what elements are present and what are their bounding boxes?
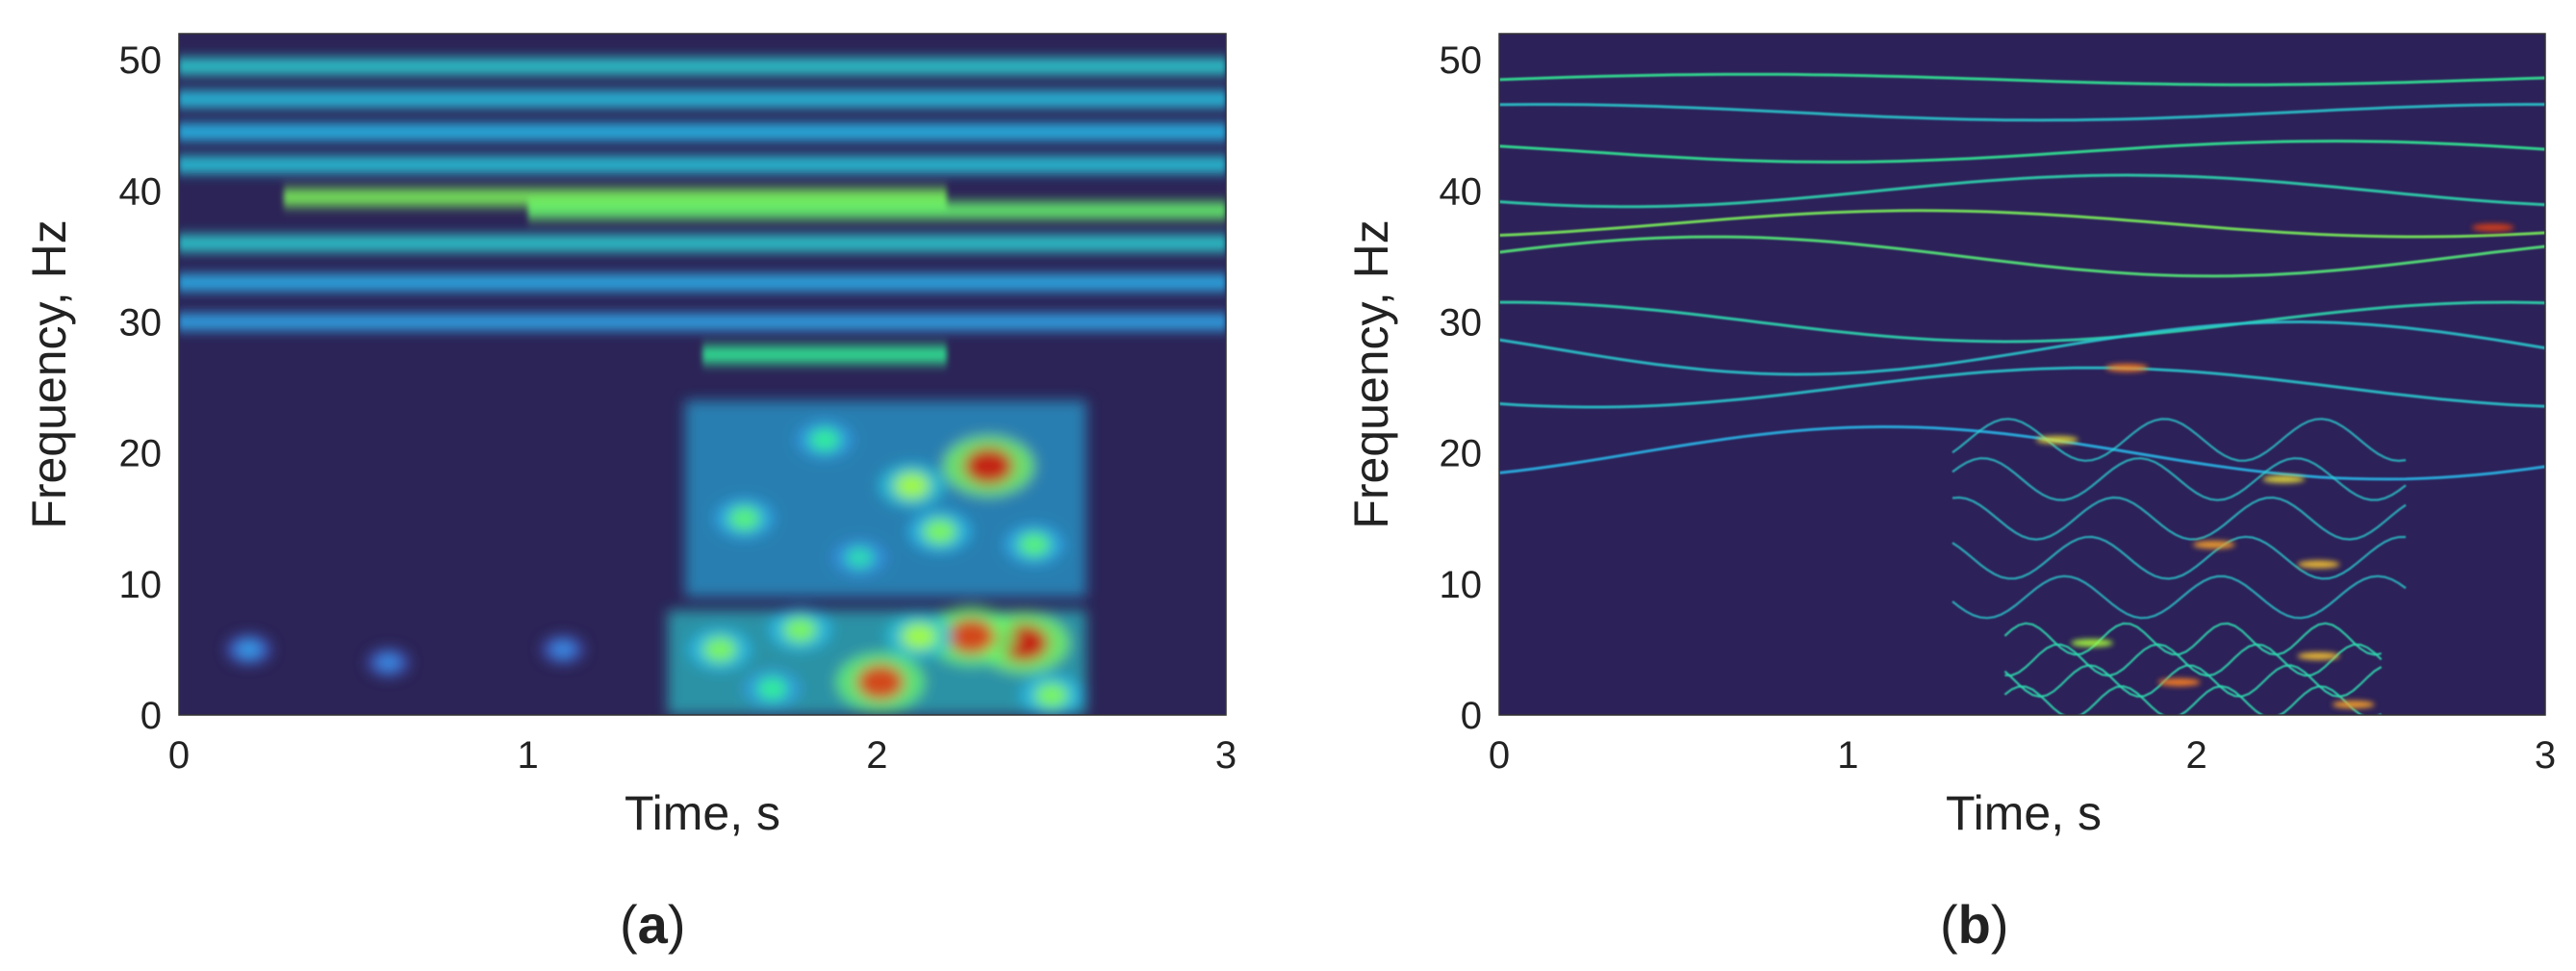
frequency-bands <box>179 58 1226 364</box>
interference-mesh <box>1951 418 2407 715</box>
hotspots <box>2035 223 2514 709</box>
energy-peak <box>551 641 574 658</box>
ridge-line <box>1499 424 2545 481</box>
y-tick-label: 40 <box>1440 170 1483 213</box>
ridge-line <box>1499 140 2545 164</box>
hotspot <box>2192 541 2235 549</box>
spectrogram-a <box>179 58 1226 715</box>
frequency-band <box>283 189 947 207</box>
x-axis-label-b: Time, s <box>1946 786 2102 840</box>
energy-peak <box>856 664 905 701</box>
energy-blobs <box>226 400 1086 715</box>
frequency-band <box>179 58 1226 76</box>
hotspot <box>2297 560 2340 569</box>
y-tick-label: 20 <box>119 433 163 475</box>
ridge-line <box>1499 300 2545 344</box>
hotspot <box>2471 223 2514 232</box>
ridge-line <box>1499 173 2545 209</box>
energy-peak <box>1017 532 1051 557</box>
ridge-line <box>1499 103 2545 122</box>
mesh-line <box>2003 664 2383 699</box>
panel-label-a: (a) <box>620 894 685 955</box>
hotspot <box>2332 701 2375 709</box>
frequency-band <box>702 345 947 364</box>
x-tick-label: 3 <box>2535 734 2556 777</box>
x-ticks-a: 0 1 2 3 <box>168 734 1237 777</box>
x-tick-label: 1 <box>518 734 539 777</box>
y-tick-label: 0 <box>140 695 162 737</box>
chart-panel-b: 0 10 20 30 40 50 0 1 2 3 Time, s Frequency, Hz (… <box>1344 33 2556 955</box>
x-axis-label-a: Time, s <box>625 786 780 840</box>
frequency-band <box>179 90 1226 109</box>
y-axis-label-b: Frequency, Hz <box>1344 219 1398 528</box>
panel-label-b: (b) <box>1940 894 2009 955</box>
mesh-line <box>1951 535 2407 580</box>
energy-peak <box>727 506 761 531</box>
frequency-band <box>527 201 1226 219</box>
y-tick-label: 50 <box>119 39 163 82</box>
plot-frame-a <box>178 33 1227 716</box>
hotspot <box>2297 652 2340 660</box>
y-tick-label: 0 <box>1461 695 1482 737</box>
y-tick-label: 30 <box>119 302 163 345</box>
y-axis-label-a: Frequency, Hz <box>22 219 76 528</box>
mesh-line <box>1951 457 2407 501</box>
ridge-line <box>1499 366 2545 409</box>
frequency-band <box>179 313 1226 331</box>
plot-area-b <box>1499 34 2545 715</box>
energy-peak <box>1033 682 1069 708</box>
y-ticks-b: 0 10 20 30 40 50 <box>1440 39 1483 737</box>
x-tick-label: 0 <box>168 734 190 777</box>
energy-peak <box>237 640 261 659</box>
frequency-band <box>179 273 1226 292</box>
hotspot <box>2070 639 2113 648</box>
ridge-line <box>1499 235 2545 278</box>
y-tick-label: 10 <box>1440 564 1483 606</box>
plot-frame-b <box>1498 33 2546 716</box>
chart-panel-a: 0 10 20 30 40 50 0 1 2 3 Time, s Frequency, Hz (… <box>22 33 1237 955</box>
x-tick-label: 2 <box>866 734 887 777</box>
spectrogram-b <box>1499 72 2545 715</box>
hotspot <box>2105 364 2149 372</box>
frequency-ridges <box>1499 72 2545 481</box>
energy-peak <box>901 623 937 651</box>
energy-peak <box>702 636 737 663</box>
y-tick-label: 30 <box>1440 302 1483 345</box>
frequency-band <box>179 156 1226 174</box>
x-tick-label: 3 <box>1215 734 1237 777</box>
frequency-band <box>179 123 1226 141</box>
plot-area-a <box>179 34 1226 715</box>
y-tick-label: 40 <box>119 170 163 213</box>
x-tick-label: 0 <box>1489 734 1510 777</box>
energy-peak <box>922 519 957 545</box>
hotspot <box>2035 436 2079 445</box>
y-tick-label: 50 <box>1440 39 1483 82</box>
ridge-line <box>1499 209 2545 239</box>
frequency-band <box>179 234 1226 252</box>
mesh-line <box>1951 418 2407 463</box>
mesh-line <box>2004 643 2383 677</box>
ridge-line <box>1499 319 2545 376</box>
ridge-line <box>1499 72 2545 87</box>
hotspot <box>2157 677 2201 686</box>
x-ticks-b: 0 1 2 3 <box>1489 734 2556 777</box>
x-tick-label: 1 <box>1837 734 1858 777</box>
y-tick-label: 20 <box>1440 433 1483 475</box>
energy-peak <box>809 428 840 452</box>
hotspot <box>2262 474 2306 483</box>
mesh-line <box>2003 622 2382 656</box>
energy-peak <box>376 653 400 672</box>
energy-peak <box>963 447 1013 485</box>
energy-peak <box>756 677 788 701</box>
energy-peak <box>947 618 995 654</box>
energy-peak <box>845 547 875 569</box>
energy-peak <box>894 472 931 499</box>
x-tick-label: 2 <box>2186 734 2207 777</box>
energy-peak <box>782 617 818 643</box>
mesh-line <box>1951 496 2407 541</box>
mesh-line <box>1951 575 2407 620</box>
y-tick-label: 10 <box>119 564 163 606</box>
y-ticks-a: 0 10 20 30 40 50 <box>119 39 163 737</box>
